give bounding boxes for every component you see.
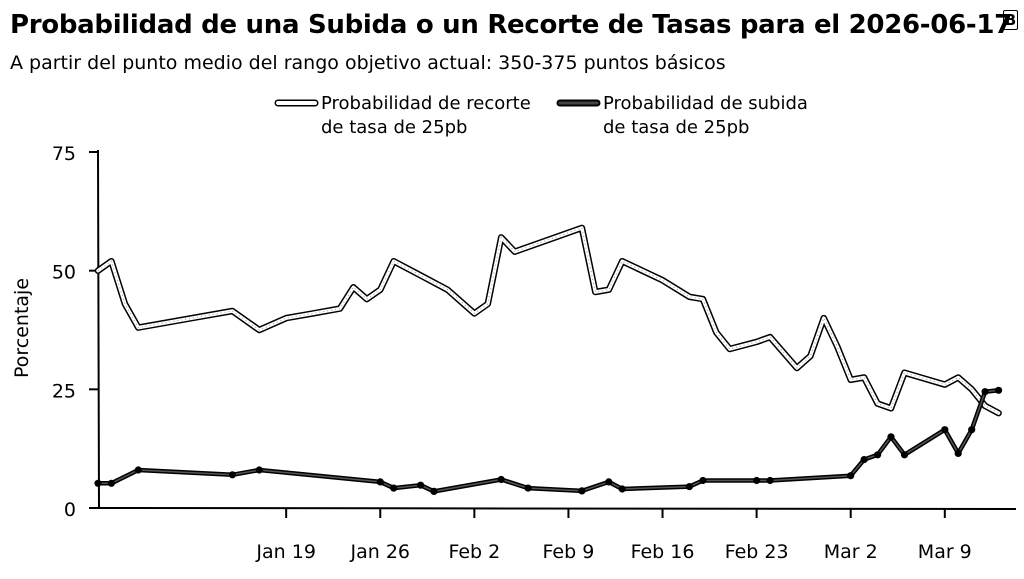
chart-subtitle: A partir del punto medio del rango objet… [10,52,726,74]
data-point [134,466,142,474]
chart-title: Probabilidad de una Subida o un Recorte … [10,10,1012,40]
y-tick-label: 75 [52,143,76,165]
brand-logo: B [1003,10,1018,30]
data-point [995,386,1003,394]
x-tick-label: Feb 2 [448,541,500,563]
data-point [524,484,532,492]
legend-label-hike-line1: Probabilidad de subida [603,93,808,114]
data-point [107,479,115,487]
series-layer [94,224,1003,495]
x-tick-label: Mar 2 [824,541,878,563]
data-point [390,484,398,492]
data-point [255,466,263,474]
series-line-outline [94,224,1002,417]
legend-item-hike: Probabilidad de subida de tasa de 25pb [556,93,808,138]
x-tick-label: Jan 19 [255,541,316,563]
data-point [376,478,384,486]
data-point [685,483,694,491]
legend-label-cut-line1: Probabilidad de recorte [321,93,531,114]
x-tick-label: Feb 23 [725,541,789,563]
data-point [618,485,626,493]
series-line [98,389,999,493]
series-line-texture [97,227,999,414]
data-point [874,451,882,459]
series-hike [94,386,1003,495]
data-point [981,388,989,396]
data-point [417,481,425,489]
data-point [941,426,949,434]
legend-label-cut-line2: de tasa de 25pb [321,117,467,138]
data-point [887,433,895,441]
data-point [766,476,774,485]
data-point [968,426,976,434]
y-axis-title: Porcentaje [11,278,33,378]
y-tick-label: 0 [64,499,76,521]
legend-item-cut: Probabilidad de recorte de tasa de 25pb [274,93,531,138]
y-tick-label: 50 [52,262,76,284]
y-axis-line [97,149,100,509]
series-cut [94,224,1002,417]
legend-label-hike-line2: de tasa de 25pb [603,117,749,138]
data-point [753,476,761,485]
data-point [847,472,855,480]
y-tick-label: 25 [52,380,76,402]
x-axis-line [97,507,1017,510]
data-point [228,471,236,479]
data-point [430,487,438,495]
x-tick-label: Mar 9 [918,541,972,563]
data-point [578,487,586,495]
data-point [497,475,505,484]
data-point [900,451,909,459]
data-point [605,478,613,486]
series-line [96,226,1001,415]
x-tick-label: Feb 16 [631,541,695,563]
x-tick-label: Jan 26 [350,541,411,563]
chart-axes: 0 25 50 75 Jan 19 Jan 26 Feb 2 Feb 9 Feb 16 Feb 2… [52,143,1017,563]
chart-legend: Probabilidad de recorte de tasa de 25pb … [274,93,808,138]
data-point [954,449,962,457]
x-tick-label: Feb 9 [543,541,595,563]
data-point [699,476,707,485]
data-point [860,456,868,464]
data-point [94,479,102,487]
